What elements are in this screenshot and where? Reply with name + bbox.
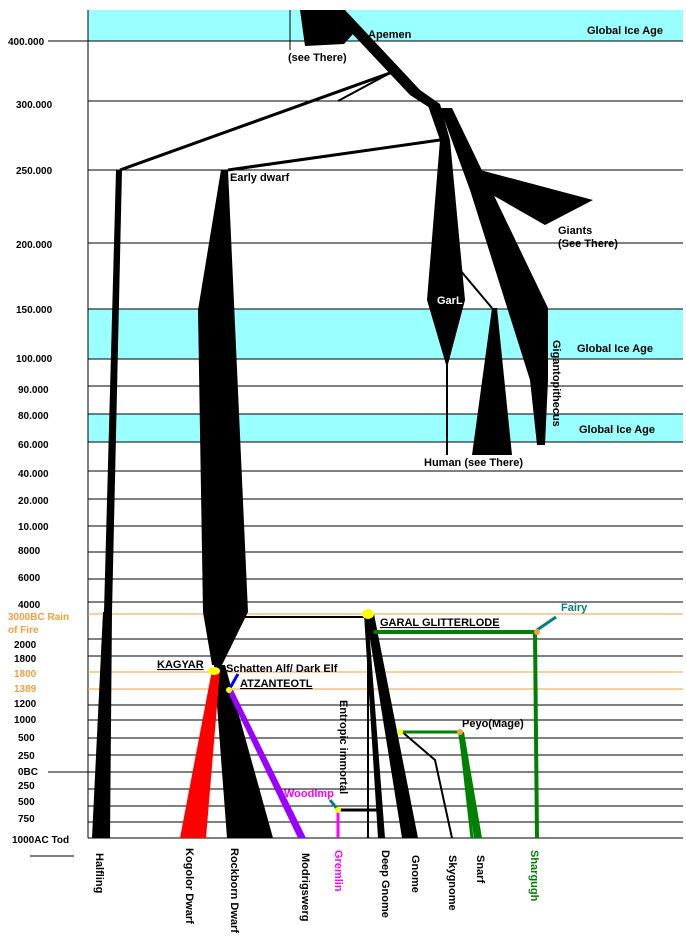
tick-label: 500 [18, 797, 35, 808]
giants-see-label: (See There) [558, 238, 618, 250]
kogolor-branch [180, 670, 220, 838]
apemen-trunk [330, 10, 440, 108]
deep-gnome-branch [364, 614, 385, 838]
ice-age-label: Global Ice Age [587, 25, 663, 37]
fairy-label: Fairy [561, 602, 588, 614]
early-dwarf-label: Early dwarf [230, 172, 290, 184]
ice-age-band [88, 10, 683, 41]
schatten-label: Schatten Alf/ Dark Elf [226, 663, 338, 675]
human-label: Human (see There) [424, 457, 523, 469]
atzanteotl-link [228, 673, 240, 689]
garal-node [362, 609, 374, 619]
lineage-label: Gnome [409, 855, 421, 893]
tick-label: 90.000 [18, 385, 49, 396]
tick-label: 200.000 [16, 240, 53, 251]
snarf-branch [458, 732, 482, 838]
tick-labels: 400.000 300.000 250.000 200.000 150.000 … [8, 37, 69, 846]
apemen-see-label: (see There) [288, 52, 347, 64]
tick-label: 250 [18, 751, 35, 762]
tick-label: 10.000 [18, 522, 49, 533]
tick-label: 0BC [18, 767, 38, 778]
tick-label: 500 [18, 733, 35, 744]
fairy-link [536, 615, 557, 632]
tick-label: 80.000 [18, 411, 49, 422]
modrigswerg-branch [227, 690, 306, 838]
atzanteotl-node [226, 687, 232, 693]
kagyar-label: KAGYAR [157, 659, 204, 671]
lineage-label: Skygnome [446, 855, 458, 911]
tick-label: 40.000 [18, 469, 49, 480]
entropic-label: Entropic immortal [337, 700, 349, 794]
tick-label: 20.000 [18, 496, 49, 507]
grid-lines [30, 10, 683, 857]
giants-label: Giants [558, 225, 592, 237]
tick-label: 8000 [18, 546, 41, 557]
tick-label: 300.000 [16, 100, 53, 111]
tick-label: 150.000 [16, 305, 53, 316]
tick-label: 60.000 [18, 440, 49, 451]
lineage-label: Rockborn Dwarf [228, 848, 240, 933]
ice-age-label: Global Ice Age [577, 343, 653, 355]
human-branch [472, 308, 512, 455]
lineage-label: Snarf [474, 855, 486, 883]
giants-branch [470, 170, 593, 225]
tick-label: 250.000 [16, 166, 53, 177]
peyo-node-right [457, 729, 463, 735]
woodimp-label: WoodImp [284, 788, 334, 800]
ice-age-band [88, 414, 683, 442]
tick-label: 6000 [18, 573, 41, 584]
lineage-label: Halfling [93, 853, 105, 893]
gremlin-node [335, 807, 341, 813]
tick-label: 4000 [18, 600, 41, 611]
garl-branch [427, 140, 465, 368]
tick-label: 2000 [14, 640, 37, 651]
gnome-branch [366, 614, 418, 838]
tick-label: 1389 [14, 684, 37, 695]
gigantopithecus-label: Gigantopithecus [550, 340, 562, 427]
lineage-label: Shargugh [528, 850, 540, 902]
black-branches [92, 10, 593, 839]
tick-label: 1800 [14, 669, 37, 680]
gigantopithecus-branch [440, 108, 548, 445]
lineage-label: Kogolor Dwarf [183, 848, 195, 924]
tick-label: 400.000 [8, 37, 45, 48]
garl-label: GarL [437, 295, 463, 307]
early-dwarf-branch [198, 170, 248, 612]
ice-age-label: Global Ice Age [579, 424, 655, 436]
lineage-label: Gremlin [332, 850, 344, 892]
lineage-label: Deep Gnome [379, 850, 391, 918]
lineage-label: Modrigswerg [299, 853, 311, 921]
tick-label: 1000 [14, 715, 37, 726]
tick-label: of Fire [8, 625, 39, 636]
tick-label: 1800 [14, 654, 37, 665]
lineage-labels: Halfling Kogolor Dwarf Rockborn Dwarf Mo… [93, 848, 540, 933]
atzanteotl-label: ATZANTEOTL [240, 678, 313, 690]
garal-label: GARAL GLITTERLODE [380, 617, 500, 629]
tick-label: 3000BC Rain [8, 612, 69, 623]
apemen-label: Apemen [368, 29, 412, 41]
tick-label: 250 [18, 781, 35, 792]
rockborn-branch [214, 665, 273, 838]
tick-label: 1000AC Tod [12, 835, 69, 846]
peyo-node-left [397, 729, 403, 735]
tick-label: 100.000 [16, 354, 53, 365]
tick-label: 1200 [14, 699, 37, 710]
tick-label: 750 [18, 814, 35, 825]
ice-age-bands [88, 10, 683, 442]
ice-age-band [88, 309, 683, 359]
halfling-branch [104, 170, 122, 612]
kagyar-node [208, 667, 220, 675]
fairy-node [534, 629, 540, 635]
peyo-label: Peyo(Mage) [462, 718, 524, 730]
